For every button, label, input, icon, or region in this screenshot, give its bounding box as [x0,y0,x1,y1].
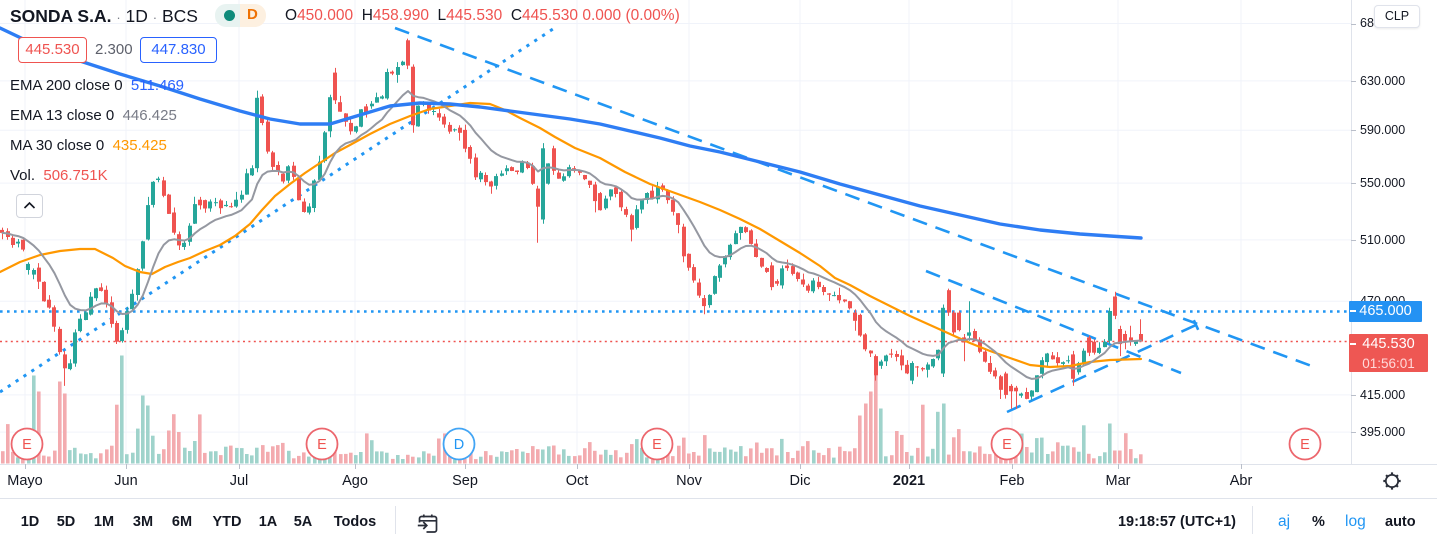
svg-text:E: E [22,437,32,453]
svg-text:E: E [1300,437,1310,453]
svg-text:D: D [454,437,464,453]
svg-text:E: E [317,437,327,453]
svg-text:E: E [1002,437,1012,453]
svg-text:E: E [652,437,662,453]
